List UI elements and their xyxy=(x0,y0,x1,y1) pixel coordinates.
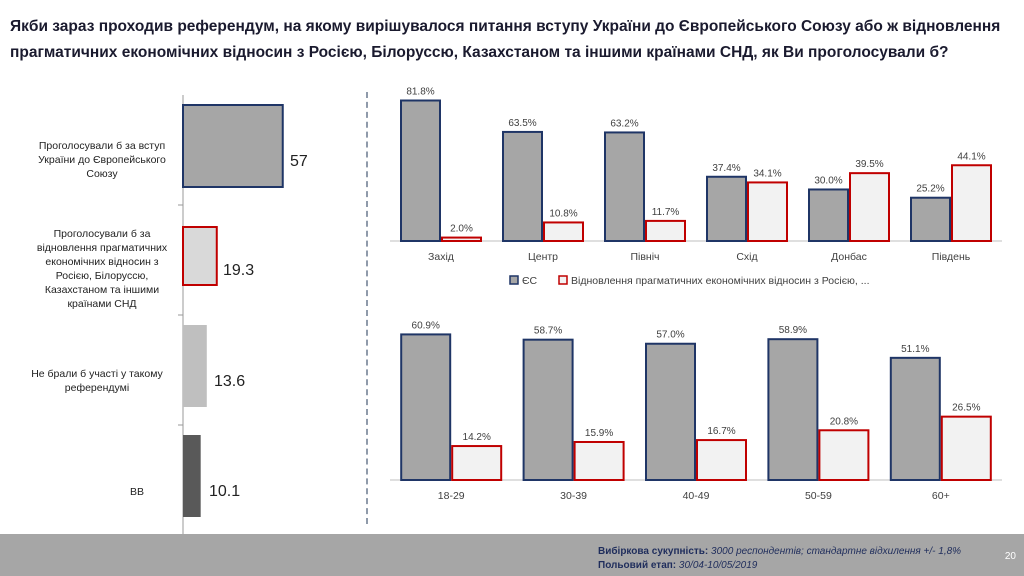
bar-eu-3 xyxy=(706,175,747,242)
bar-eu-0 xyxy=(400,333,452,482)
bar-eu-1 xyxy=(502,130,543,242)
left-value-dk: 10.1 xyxy=(209,483,241,500)
data-label-eu-3: 37.4% xyxy=(712,163,740,174)
overall-vote-chart: Проголосували б за вступ України до Євро… xyxy=(0,95,360,545)
left-category-label-cis: Проголосували б за відновлення прагматич… xyxy=(36,228,168,310)
data-label-cis-0: 2.0% xyxy=(450,224,473,235)
bar-eu-0 xyxy=(400,99,441,242)
category-tick-label: 18-29 xyxy=(438,490,465,502)
left-category-label-eu: Проголосували б за вступ України до Євро… xyxy=(38,140,166,180)
data-label-eu-0: 60.9% xyxy=(412,320,440,331)
data-label-cis-0: 14.2% xyxy=(463,432,491,443)
sample-label: Вибіркова сукупність: xyxy=(598,546,709,557)
left-bar-0 xyxy=(182,104,284,188)
data-label-cis-2: 16.7% xyxy=(707,426,735,437)
bar-cis-0 xyxy=(441,236,482,243)
age-chart: 60.9% 14.2% 18-29 58.7% 15.9% 30-39 57.0% 16.7%… xyxy=(390,320,1002,502)
page-title: Якби зараз проходив референдум, на якому… xyxy=(10,18,1001,61)
bar-cis-2 xyxy=(645,219,686,243)
left-bar-1 xyxy=(182,226,218,286)
left-value-cis: 19.3 xyxy=(223,262,255,279)
overall-vote-bars xyxy=(178,95,284,545)
bar-cis-1 xyxy=(573,440,625,481)
left-bar-3 xyxy=(183,435,201,517)
page-number: 20 xyxy=(1004,551,1016,562)
bar-eu-2 xyxy=(645,342,696,481)
footer-info: Вибіркова сукупність: 3000 респондентів;… xyxy=(598,545,961,573)
data-label-cis-1: 15.9% xyxy=(585,428,613,439)
category-tick-label: Донбас xyxy=(831,251,867,263)
bar-eu-5 xyxy=(910,196,951,242)
bar-cis-4 xyxy=(940,415,992,481)
data-label-eu-0: 81.8% xyxy=(406,86,434,97)
data-label-eu-2: 57.0% xyxy=(656,330,684,341)
sample-text: 3000 респондентів; стандартне відхилення… xyxy=(711,546,962,557)
left-value-eu: 57 xyxy=(290,153,308,170)
data-label-cis-4: 39.5% xyxy=(855,159,883,170)
category-tick-label: Центр xyxy=(528,251,558,263)
bar-cis-2 xyxy=(696,439,747,482)
legend-label-cis: Відновлення прагматичних економічних від… xyxy=(571,275,870,287)
category-tick-label: Північ xyxy=(630,251,659,263)
category-tick-label: Південь xyxy=(932,251,971,263)
footer-bar xyxy=(0,534,1024,576)
region-chart: 81.8% 2.0% Захід 63.5% 10.8% Центр 63.2% 11.7% П… xyxy=(390,86,1002,287)
legend-swatch-cis xyxy=(558,275,568,285)
data-label-cis-5: 44.1% xyxy=(957,151,985,162)
left-category-label-abstain: Не брали б участі у такому референдумі xyxy=(31,368,163,394)
category-tick-label: 40-49 xyxy=(683,490,710,502)
data-label-cis-3: 34.1% xyxy=(753,168,781,179)
bar-cis-5 xyxy=(951,164,992,242)
bar-eu-3 xyxy=(767,338,819,482)
left-value-abstain: 13.6 xyxy=(214,373,246,390)
data-label-eu-4: 30.0% xyxy=(814,175,842,186)
bar-cis-0 xyxy=(451,445,503,482)
dashed-divider xyxy=(366,92,368,524)
data-label-eu-3: 58.9% xyxy=(779,325,807,336)
data-label-cis-2: 11.7% xyxy=(652,207,680,218)
data-label-cis-4: 26.5% xyxy=(952,403,980,414)
data-label-eu-4: 51.1% xyxy=(901,344,929,355)
bar-eu-4 xyxy=(889,356,941,481)
field-label: Польовий етап: xyxy=(598,560,677,571)
bar-cis-1 xyxy=(543,221,584,243)
category-tick-label: 30-39 xyxy=(560,490,587,502)
left-category-label-dk: ВВ xyxy=(129,486,144,498)
field-text: 30/04-10/05/2019 xyxy=(678,560,758,571)
category-tick-label: Захід xyxy=(428,251,454,263)
data-label-cis-3: 20.8% xyxy=(830,416,858,427)
bar-eu-1 xyxy=(522,338,574,481)
legend-swatch-eu xyxy=(509,275,519,285)
category-tick-label: 50-59 xyxy=(805,490,832,502)
left-bar-2 xyxy=(183,325,207,407)
bar-eu-2 xyxy=(604,131,645,243)
category-tick-label: 60+ xyxy=(932,490,950,502)
data-label-eu-2: 63.2% xyxy=(610,118,638,129)
bar-cis-4 xyxy=(849,172,890,242)
data-label-eu-5: 25.2% xyxy=(916,184,944,195)
data-label-eu-1: 63.5% xyxy=(508,118,536,129)
category-tick-label: Схід xyxy=(736,251,757,263)
bar-cis-3 xyxy=(818,429,870,481)
data-label-eu-1: 58.7% xyxy=(534,326,562,337)
data-label-cis-1: 10.8% xyxy=(549,208,577,219)
bar-cis-3 xyxy=(747,181,788,243)
bar-eu-4 xyxy=(808,188,849,242)
legend-label-eu: ЄС xyxy=(522,275,538,287)
